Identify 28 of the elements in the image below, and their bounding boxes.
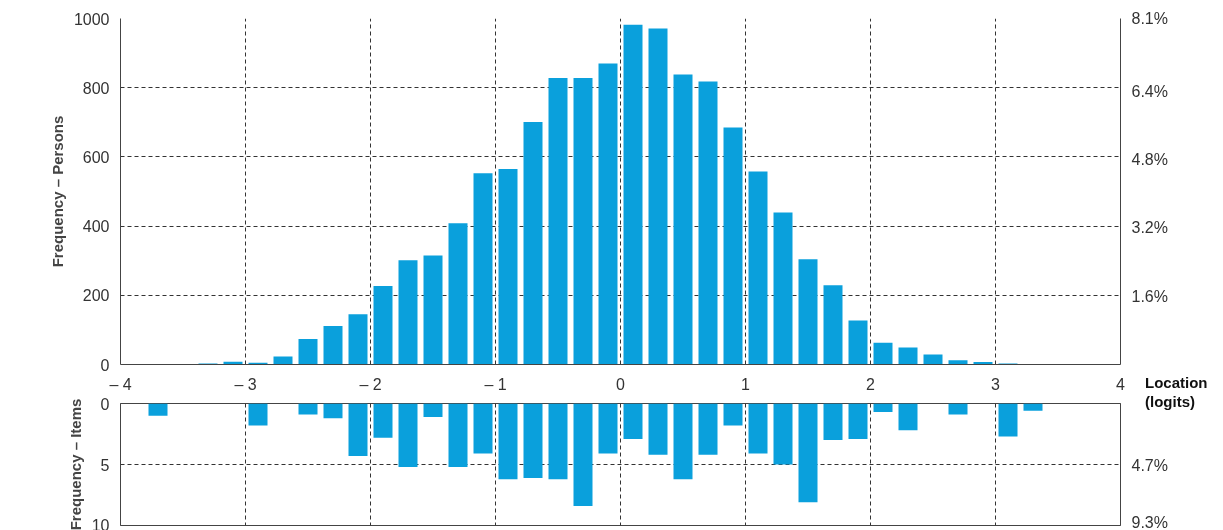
y-axis-title: Frequency – Items <box>66 398 84 530</box>
y-tick-label: 10 <box>91 516 110 530</box>
x-tick-label: 2 <box>866 375 876 393</box>
x-tick-label: – 3 <box>234 375 257 393</box>
y-tick-label: 400 <box>82 218 110 236</box>
y2-tick-label: 4.8% <box>1131 150 1168 168</box>
x-axis-title: Location (logits) <box>1145 373 1208 411</box>
x-tick-label: 4 <box>1116 375 1126 393</box>
y2-tick-label: 4.7% <box>1131 456 1168 474</box>
y2-tick-label: 9.3% <box>1131 513 1168 530</box>
y-tick-label: 200 <box>82 287 110 305</box>
y-tick-label: 1000 <box>73 10 110 28</box>
x-tick-label: – 1 <box>484 375 507 393</box>
y-tick-label: 5 <box>100 456 110 474</box>
x-tick-label: – 2 <box>359 375 382 393</box>
x-tick-label: 0 <box>616 375 626 393</box>
y-tick-label: 0 <box>100 395 110 413</box>
y2-tick-label: 8.1% <box>1131 10 1168 27</box>
y2-tick-label: 6.4% <box>1131 82 1168 100</box>
x-tick-label: – 4 <box>109 375 132 393</box>
y-tick-label: 800 <box>82 79 110 97</box>
x-tick-label: 1 <box>741 375 751 393</box>
y2-tick-label: 1.6% <box>1131 287 1168 305</box>
y-axis-title: Frequency – Persons <box>48 115 66 268</box>
y-tick-label: 600 <box>82 148 110 166</box>
x-tick-label: 3 <box>991 375 1001 393</box>
y2-tick-label: 3.2% <box>1131 219 1168 237</box>
y-tick-label: 0 <box>100 356 110 374</box>
